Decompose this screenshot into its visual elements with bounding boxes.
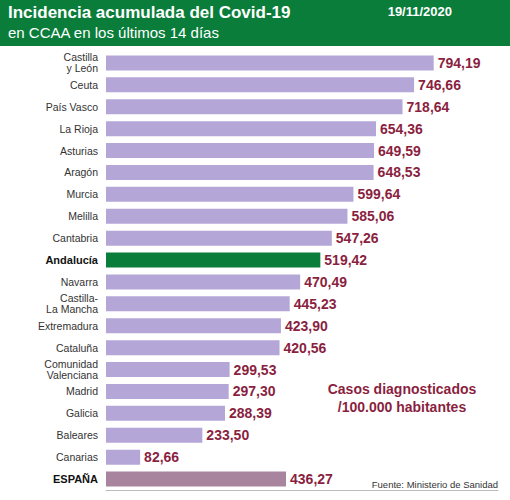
- svg-text:299,53: 299,53: [234, 362, 277, 378]
- svg-text:Fuente: Ministerio de Sanidad: Fuente: Ministerio de Sanidad: [372, 479, 498, 490]
- svg-text:Cantabria: Cantabria: [52, 232, 98, 244]
- svg-text:288,39: 288,39: [229, 405, 272, 421]
- svg-text:Extremadura: Extremadura: [38, 320, 98, 332]
- svg-text:La Rioja: La Rioja: [59, 123, 98, 135]
- svg-text:Ceuta: Ceuta: [70, 79, 98, 91]
- svg-text:Andalucía: Andalucía: [45, 254, 98, 266]
- svg-text:718,64: 718,64: [407, 99, 450, 115]
- svg-text:648,53: 648,53: [378, 164, 421, 180]
- svg-text:/100.000 habitantes: /100.000 habitantes: [338, 399, 467, 415]
- svg-text:País Vasco: País Vasco: [46, 101, 98, 113]
- svg-text:82,66: 82,66: [144, 449, 179, 465]
- svg-text:Navarra: Navarra: [61, 276, 99, 288]
- svg-text:436,27: 436,27: [290, 471, 333, 487]
- svg-text:654,36: 654,36: [380, 121, 423, 137]
- svg-text:420,56: 420,56: [284, 340, 327, 356]
- svg-text:La Mancha: La Mancha: [46, 303, 98, 315]
- svg-text:Cataluña: Cataluña: [56, 342, 98, 354]
- svg-text:233,50: 233,50: [206, 427, 249, 443]
- svg-text:794,19: 794,19: [438, 55, 481, 71]
- svg-text:en CCAA en los últimos 14 días: en CCAA en los últimos 14 días: [8, 24, 219, 41]
- svg-text:423,90: 423,90: [285, 318, 328, 334]
- svg-text:Canarias: Canarias: [56, 451, 98, 463]
- svg-text:Asturias: Asturias: [60, 145, 98, 157]
- svg-text:Madrid: Madrid: [66, 385, 98, 397]
- svg-text:y León: y León: [66, 62, 98, 74]
- svg-text:Castilla: Castilla: [63, 51, 98, 64]
- svg-text:599,64: 599,64: [357, 186, 400, 202]
- svg-text:746,66: 746,66: [418, 77, 461, 93]
- svg-text:Aragón: Aragón: [64, 166, 98, 178]
- svg-text:297,30: 297,30: [233, 383, 276, 399]
- svg-text:Casos diagnosticados: Casos diagnosticados: [328, 381, 477, 397]
- svg-text:Baleares: Baleares: [57, 429, 98, 441]
- svg-text:445,23: 445,23: [294, 296, 337, 312]
- svg-text:Valenciana: Valenciana: [47, 369, 98, 381]
- svg-text:Incidencia acumulada del Covid: Incidencia acumulada del Covid-19: [8, 3, 290, 22]
- svg-text:Galicia: Galicia: [66, 407, 98, 419]
- svg-text:585,06: 585,06: [351, 208, 394, 224]
- svg-text:Comunidad: Comunidad: [44, 358, 98, 370]
- svg-text:ESPAÑA: ESPAÑA: [53, 473, 98, 485]
- svg-text:470,49: 470,49: [304, 274, 347, 290]
- svg-text:547,26: 547,26: [336, 230, 379, 246]
- svg-text:649,59: 649,59: [378, 143, 421, 159]
- svg-text:Castilla-: Castilla-: [60, 292, 98, 305]
- svg-text:Melilla: Melilla: [68, 210, 98, 222]
- svg-text:Murcia: Murcia: [66, 188, 98, 200]
- svg-text:19/11/2020: 19/11/2020: [388, 4, 452, 19]
- svg-text:519,42: 519,42: [324, 252, 367, 268]
